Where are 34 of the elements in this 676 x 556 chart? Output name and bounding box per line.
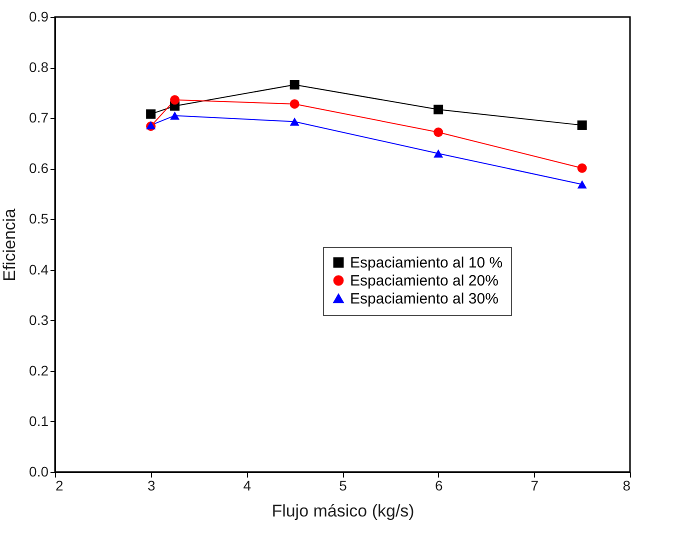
y-tick-label: 0.0 (29, 464, 49, 480)
point (290, 118, 300, 126)
y-tick-label: 0.7 (29, 110, 49, 126)
point (146, 109, 156, 119)
y-axis-title: Eficiencia (0, 208, 20, 282)
point (434, 149, 444, 158)
x-tick-label: 5 (339, 478, 348, 494)
y-tick-label: 0.8 (29, 59, 49, 76)
x-tick-label: 7 (530, 478, 539, 494)
point (577, 120, 587, 130)
y-tick-label: 0.6 (29, 160, 49, 176)
y-tick-label: 0.5 (29, 210, 49, 227)
point (170, 111, 180, 120)
y-tick-label: 0.9 (29, 8, 49, 24)
legend-label: Espaciamiento al 10 % (350, 254, 503, 272)
x-axis-title: Flujo másico (kg/s) (272, 502, 414, 520)
point (434, 104, 444, 114)
x-tick-label: 8 (622, 478, 631, 494)
point (434, 128, 444, 137)
x-tick-label: 6 (434, 478, 443, 494)
x-tick-label: 4 (243, 478, 252, 494)
y-tick-label: 0.3 (29, 312, 49, 328)
y-tick-label: 0.1 (29, 412, 49, 429)
point (577, 180, 587, 188)
point (170, 95, 180, 105)
x-tick-label: 3 (147, 478, 156, 494)
legend-label: Espaciamiento al 20% (350, 272, 498, 290)
point (290, 80, 300, 90)
legend-label: Espaciamiento al 30% (350, 290, 498, 308)
point (290, 99, 300, 109)
y-tick-label: 0.2 (29, 362, 49, 378)
x-tick-label: 2 (56, 478, 64, 494)
point (577, 163, 587, 173)
y-tick-label: 0.4 (29, 261, 49, 278)
